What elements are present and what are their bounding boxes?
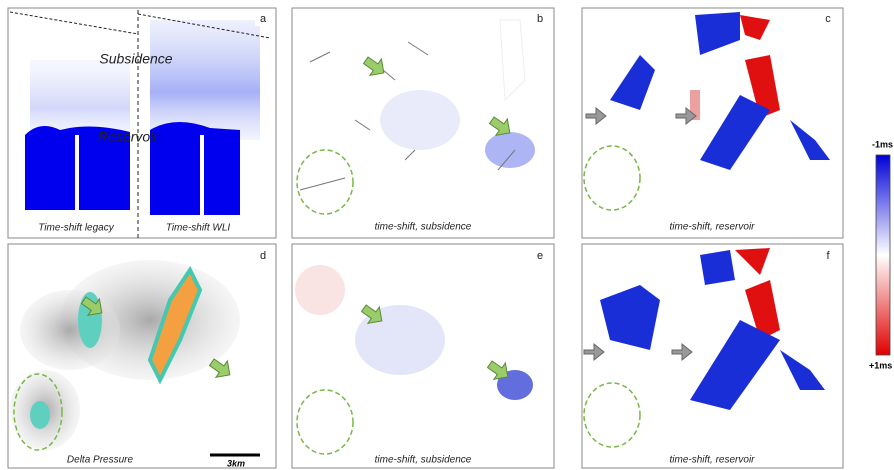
colorbar-scale	[876, 155, 890, 355]
caption: time-shift, subsidence	[375, 222, 472, 233]
caption: Delta Pressure	[67, 455, 134, 466]
scale-label: 3km	[227, 458, 245, 468]
panel-f: time-shift, reservoir f	[582, 244, 843, 468]
panel-letter: a	[260, 13, 267, 25]
panel-letter: b	[537, 13, 543, 25]
reservoir-block	[150, 122, 240, 215]
panel-e: time-shift, subsidence e	[292, 244, 554, 468]
plume	[150, 20, 260, 140]
label: Reservoir	[98, 129, 159, 145]
panel-d: 3km Delta Pressure d	[8, 244, 276, 468]
signal	[485, 132, 535, 168]
panel-letter: c	[825, 13, 831, 25]
signal	[295, 265, 345, 315]
signal	[700, 250, 735, 285]
panel-a: Subsidence Reservoir Time-shift legacy T…	[8, 8, 276, 238]
panel-letter: d	[260, 250, 266, 262]
signal	[380, 90, 460, 150]
caption: time-shift, reservoir	[669, 222, 755, 233]
gap	[75, 135, 79, 215]
caption: Time-shift WLI	[166, 223, 231, 234]
pressure	[20, 290, 120, 370]
label: Subsidence	[99, 51, 172, 67]
gap	[200, 135, 204, 215]
caption: time-shift, subsidence	[375, 455, 472, 466]
colorbar-label: +1ms	[869, 360, 892, 370]
caption: Time-shift legacy	[38, 223, 114, 234]
colorbar-label: -1ms	[872, 139, 893, 149]
panel-b: time-shift, subsidence b	[292, 8, 554, 238]
pressure-mid	[30, 401, 50, 429]
panel-c: time-shift, reservoir c	[582, 8, 843, 238]
panel-letter: e	[537, 250, 543, 262]
colorbar: -1ms +1ms	[869, 139, 893, 370]
figure: Subsidence Reservoir Time-shift legacy T…	[0, 0, 894, 470]
caption: time-shift, reservoir	[669, 455, 755, 466]
